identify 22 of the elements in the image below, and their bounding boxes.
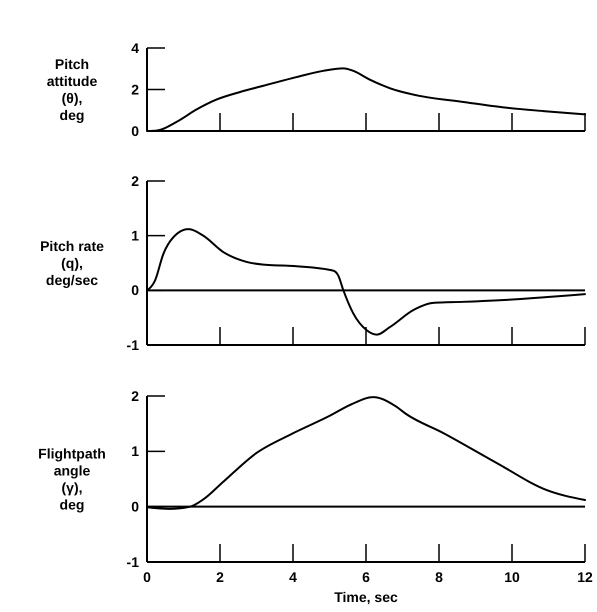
- y-axis-title: Pitch attitude (θ), deg: [46, 56, 98, 123]
- y-tick-label: 0: [131, 122, 140, 139]
- x-tick-label: 2: [216, 569, 224, 585]
- y-axis-title: Flightpath angle (γ), deg: [38, 445, 106, 512]
- y-tick-label: 2: [131, 172, 140, 189]
- y-tick-label: 2: [131, 81, 140, 98]
- y-tick-label: 0: [131, 282, 140, 298]
- y-tick-label: 4: [131, 40, 140, 56]
- x-tick-label: 8: [435, 569, 444, 585]
- x-tick-label: 10: [504, 569, 520, 585]
- x-axis-title: Time, sec: [334, 589, 398, 605]
- x-tick-label: 12: [577, 569, 593, 585]
- y-tick-label: -1: [126, 554, 140, 570]
- y-tick-label: 2: [131, 388, 140, 404]
- y-axis-title: Pitch rate (q), deg/sec: [40, 238, 104, 288]
- y-tick-label: 1: [131, 228, 140, 244]
- y-tick-label: 1: [131, 443, 140, 460]
- x-tick-label: 6: [362, 569, 370, 585]
- x-tick-label: 4: [289, 569, 298, 585]
- y-tick-label: 0: [131, 498, 140, 515]
- x-tick-label: 0: [143, 569, 152, 585]
- y-tick-label: -1: [126, 336, 140, 353]
